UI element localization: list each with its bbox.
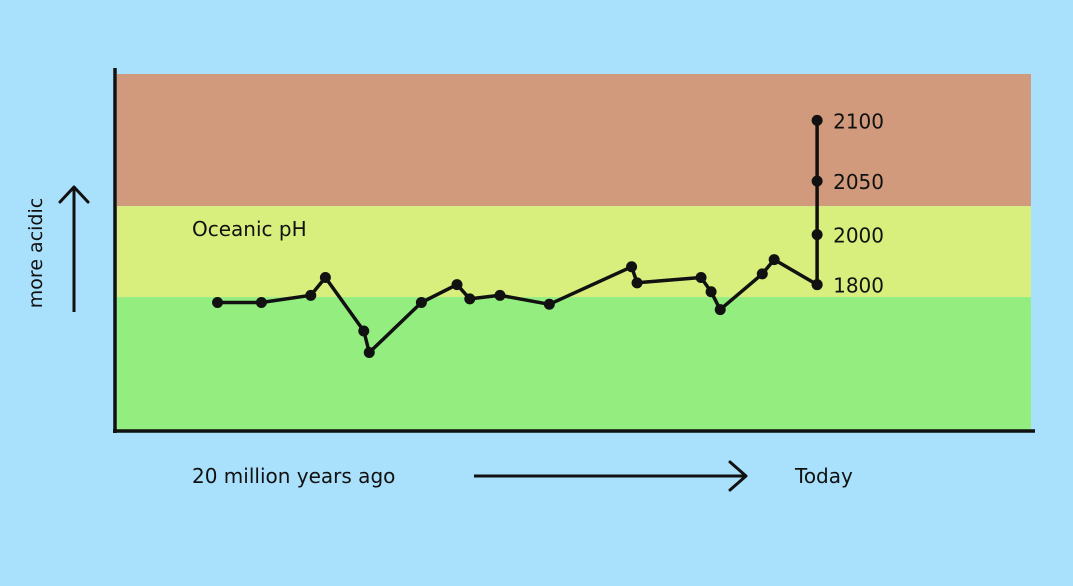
data-point-projection	[811, 229, 823, 241]
data-point-historical	[543, 298, 555, 310]
point-labels-layer: 1800 2000 2050 2100	[833, 109, 884, 297]
data-point-projection	[811, 114, 823, 126]
data-point-historical	[626, 261, 638, 273]
data-point-historical	[695, 271, 707, 283]
point-label: 2050	[833, 170, 884, 194]
point-label: 2100	[833, 109, 884, 133]
data-point-historical	[714, 304, 726, 316]
band-normal	[117, 297, 1031, 431]
data-point-projection	[811, 175, 823, 187]
y-axis-label: more acidic	[25, 198, 47, 308]
x-axis-end-label: Today	[794, 464, 853, 488]
x-axis-start-label: 20 million years ago	[192, 464, 395, 488]
chart-title: Oceanic pH	[192, 217, 307, 241]
bands-layer	[117, 74, 1031, 431]
x-direction-arrow	[474, 460, 748, 492]
data-point-historical	[255, 296, 267, 308]
data-point-historical	[319, 271, 331, 283]
band-high-acidity	[117, 74, 1031, 207]
data-point-historical	[705, 286, 717, 298]
data-point-historical	[358, 325, 370, 337]
data-point-historical	[756, 268, 768, 280]
data-point-historical	[212, 296, 224, 308]
point-label: 1800	[833, 274, 884, 298]
point-label: 2000	[833, 224, 884, 248]
data-point-historical	[631, 277, 643, 289]
data-point-historical	[768, 254, 780, 266]
data-point-historical	[451, 279, 463, 291]
y-direction-arrow	[58, 185, 90, 312]
data-point-historical	[363, 346, 375, 358]
data-point-historical	[415, 296, 427, 308]
data-point-historical	[494, 289, 506, 301]
band-moderate-acidity	[117, 206, 1031, 298]
data-point-historical	[464, 293, 476, 305]
series-layer	[212, 114, 823, 358]
data-point-projection	[811, 279, 823, 291]
data-point-historical	[305, 289, 317, 301]
